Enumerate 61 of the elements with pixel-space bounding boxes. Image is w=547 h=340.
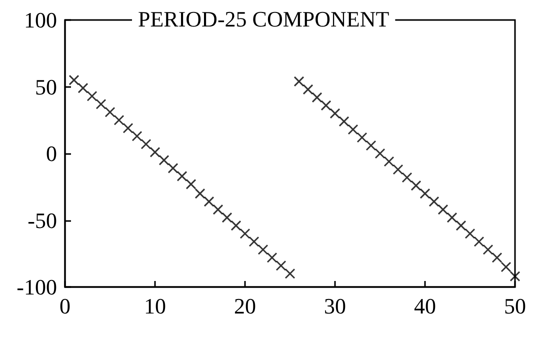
point bbox=[230, 220, 242, 231]
point bbox=[302, 84, 314, 95]
point bbox=[132, 130, 142, 142]
point bbox=[140, 138, 152, 150]
point bbox=[78, 82, 88, 94]
y-tick-label: 50 bbox=[35, 74, 57, 100]
x-tick-label: 10 bbox=[144, 294, 166, 318]
point bbox=[330, 108, 340, 119]
point bbox=[150, 146, 160, 158]
point bbox=[464, 228, 476, 239]
point bbox=[266, 252, 278, 263]
point bbox=[168, 162, 178, 174]
point bbox=[284, 268, 296, 279]
point bbox=[348, 124, 358, 135]
point bbox=[374, 148, 386, 159]
x-tick-label: 20 bbox=[234, 294, 256, 318]
point bbox=[86, 90, 98, 102]
point bbox=[482, 244, 494, 255]
point bbox=[122, 122, 134, 134]
y-tick-label: 0 bbox=[46, 141, 57, 166]
point bbox=[366, 140, 376, 151]
point bbox=[222, 212, 232, 223]
point bbox=[212, 204, 224, 215]
point bbox=[158, 154, 170, 166]
x-tick-label: 50 bbox=[504, 294, 526, 318]
point bbox=[356, 132, 368, 143]
point bbox=[438, 204, 448, 215]
point bbox=[402, 172, 412, 183]
point bbox=[420, 188, 430, 199]
point bbox=[474, 236, 484, 247]
point bbox=[114, 114, 124, 126]
point bbox=[446, 212, 458, 223]
point bbox=[510, 271, 520, 282]
y-tick-label: -50 bbox=[28, 208, 57, 233]
point bbox=[320, 100, 332, 111]
point bbox=[186, 178, 196, 190]
point bbox=[492, 252, 502, 263]
y-tick-label: 100 bbox=[24, 8, 57, 32]
point bbox=[68, 74, 80, 86]
point bbox=[500, 262, 512, 272]
chart-title: PERIOD-25 COMPONENT bbox=[138, 6, 390, 32]
point bbox=[248, 236, 260, 247]
x-tick-label: 30 bbox=[324, 294, 346, 318]
point bbox=[96, 98, 106, 110]
point bbox=[194, 188, 206, 199]
point bbox=[338, 116, 350, 127]
point bbox=[456, 220, 466, 231]
point bbox=[258, 244, 268, 255]
point bbox=[176, 170, 188, 182]
x-tick-label: 40 bbox=[414, 294, 436, 318]
point bbox=[428, 196, 440, 207]
point bbox=[104, 106, 116, 118]
y-tick-label: -100 bbox=[16, 274, 57, 300]
point bbox=[410, 180, 422, 191]
point bbox=[240, 228, 250, 239]
point bbox=[294, 76, 304, 87]
point bbox=[392, 164, 404, 175]
point bbox=[312, 92, 322, 103]
point bbox=[204, 196, 214, 207]
point bbox=[384, 156, 394, 167]
point bbox=[276, 260, 286, 271]
